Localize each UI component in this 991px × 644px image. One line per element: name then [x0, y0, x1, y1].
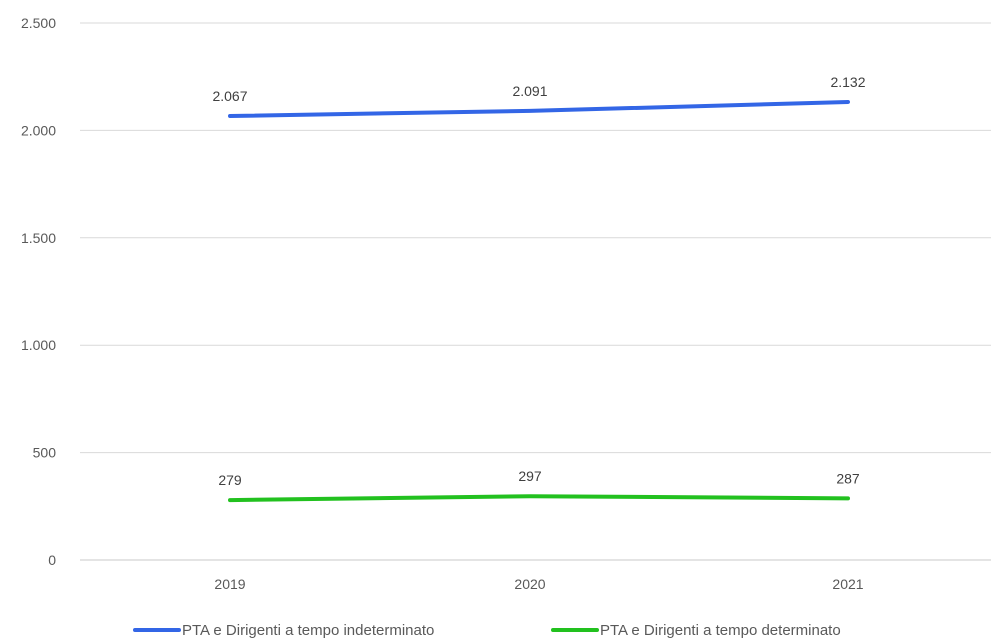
data-label: 2.091: [512, 83, 547, 99]
data-label: 2.067: [212, 88, 247, 104]
y-tick-label: 1.500: [21, 230, 56, 246]
x-tick-label: 2019: [214, 576, 245, 592]
y-tick-label: 1.000: [21, 337, 56, 353]
series-line-1: [228, 494, 850, 503]
y-tick-label: 0: [48, 552, 56, 568]
data-label: 297: [518, 468, 542, 484]
x-tick-label: 2020: [514, 576, 545, 592]
y-tick-label: 2.500: [21, 15, 56, 31]
series-lines: [228, 100, 850, 503]
y-tick-label: 2.000: [21, 122, 56, 138]
series-line-0: [228, 100, 850, 118]
legend: PTA e Dirigenti a tempo indeterminato PTA…: [133, 622, 841, 639]
data-label: 287: [836, 470, 860, 486]
data-label: 2.132: [830, 74, 865, 90]
x-axis-ticks: 2019 2020 2021: [214, 576, 863, 592]
legend-label: PTA e Dirigenti a tempo indeterminato: [182, 622, 434, 639]
data-label: 279: [218, 472, 242, 488]
y-tick-label: 500: [33, 445, 57, 461]
data-labels: 2.067 2.091 2.132 279 297 287: [212, 74, 865, 488]
x-tick-label: 2021: [832, 576, 863, 592]
legend-label: PTA e Dirigenti a tempo determinato: [600, 622, 841, 639]
y-axis-ticks: 0 500 1.000 1.500 2.000 2.500: [21, 15, 56, 568]
gridlines: [80, 22, 991, 561]
